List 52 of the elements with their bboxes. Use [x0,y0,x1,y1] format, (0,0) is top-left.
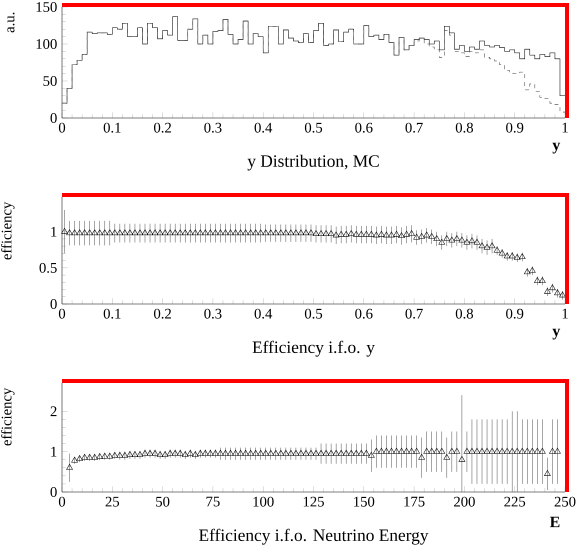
text: y Distribution, MC [248,154,379,170]
x-tick-label: 25 [106,496,120,507]
x-tick-label: 0.7 [406,122,423,133]
x-tick-label: 0.4 [254,122,272,133]
x-axis-title: E [550,516,560,528]
x-tick-label: 175 [404,496,425,507]
x-tick-label: 0.8 [456,308,474,319]
x-tick-label: 0.3 [204,308,222,319]
y-tick-label: 1 [51,226,56,237]
x-axis-title: y [552,142,560,154]
x-tick-label: 0.9 [506,122,524,133]
x-tick-label: 1 [562,122,568,132]
y-tick-label: 0.5 [40,262,57,273]
x-tick-label: 0.2 [154,308,171,319]
x-tick-label: 200 [454,496,475,507]
y-tick-label: 100 [36,39,57,49]
x-tick-label: 225 [504,496,526,507]
y-tick-label: 0 [50,113,57,123]
x-tick-label: 0.6 [355,122,373,133]
x-tick-label: 125 [304,496,324,507]
text: Efficiency i.f.o. y [252,340,375,357]
y-tick-label: 0 [50,299,57,309]
x-tick-label: 0.6 [355,308,373,319]
x-tick-label: 150 [354,496,374,507]
x-tick-label: 100 [254,496,274,507]
x-tick-label: 0 [58,122,66,133]
y-axis-title: efficiency [1,202,15,260]
x-tick-label: 0.7 [406,308,423,319]
x-tick-label: 0 [58,308,66,319]
y-axis-title: a.u. [7,12,15,32]
x-tick-label: 0.1 [104,308,121,319]
x-axis-title: y [552,328,560,340]
y-tick-label: 0 [50,487,57,497]
x-tick-label: 0.1 [104,122,121,133]
x-tick-label: 0.4 [254,308,272,319]
text: Efficiency i.f.o. Neutrino Energy [199,528,428,545]
x-tick-label: 0.5 [304,122,322,133]
x-tick-label: 0.3 [204,122,222,133]
y-tick-label: 50 [43,76,57,86]
x-tick-label: 0.5 [304,308,322,319]
y-tick-label: 2 [50,406,56,416]
x-tick-label: 1 [562,308,568,318]
y-tick-label: 150 [36,2,57,12]
x-tick-label: 0 [58,496,66,507]
x-tick-label: 250 [554,496,576,507]
x-tick-label: 75 [206,496,220,506]
x-tick-label: 0.8 [456,122,474,133]
x-tick-label: 50 [156,496,170,507]
y-axis-title: efficiency [1,388,15,446]
x-tick-label: 0.9 [506,308,524,319]
x-tick-label: 0.2 [154,122,171,133]
y-tick-label: 1 [51,446,56,456]
